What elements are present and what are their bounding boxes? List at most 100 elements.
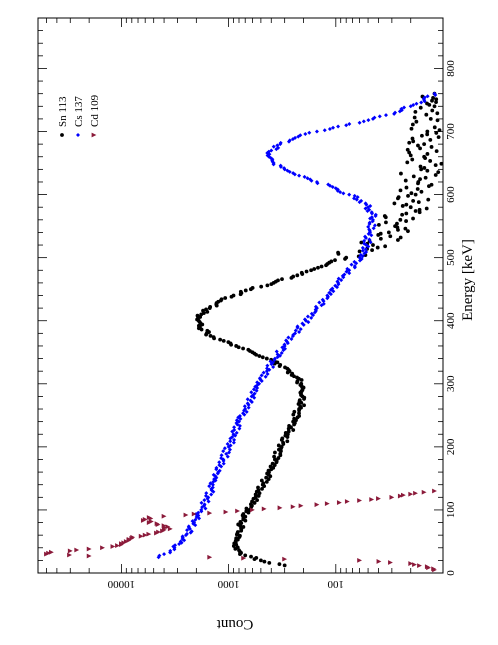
data-point (357, 249, 362, 254)
data-point (167, 526, 173, 532)
data-point (235, 531, 240, 536)
data-point (372, 223, 377, 228)
data-point (405, 160, 410, 165)
data-point (315, 181, 320, 186)
data-point (433, 92, 438, 97)
data-point (398, 188, 403, 193)
data-point (265, 283, 270, 288)
data-point (154, 530, 159, 536)
data-point (302, 174, 307, 179)
data-point (414, 101, 419, 106)
data-point (436, 170, 441, 175)
data-point (280, 345, 285, 350)
data-point (313, 304, 318, 309)
data-point (263, 374, 268, 379)
data-point (205, 328, 210, 333)
data-point (344, 123, 349, 128)
data-point (426, 565, 431, 571)
data-point (384, 220, 388, 225)
data-point (408, 561, 414, 566)
data-point (416, 181, 420, 186)
data-point (302, 403, 306, 408)
data-point (195, 313, 200, 318)
data-point (196, 510, 201, 515)
data-point (262, 559, 267, 564)
data-point (258, 558, 263, 563)
data-point (420, 133, 424, 138)
data-point (314, 502, 320, 508)
y-tick-label: 1000 (217, 578, 240, 590)
data-points (44, 91, 444, 573)
data-point (434, 131, 439, 135)
data-point (287, 138, 292, 143)
data-point (355, 195, 360, 200)
data-point (223, 296, 228, 300)
data-point (224, 451, 229, 456)
data-point (285, 168, 290, 173)
y-tick-labels: 10000 1000 100 (107, 578, 344, 590)
data-point (411, 174, 416, 179)
data-point (408, 153, 413, 158)
data-point (425, 129, 430, 134)
data-point (266, 149, 271, 154)
data-point (245, 401, 250, 406)
data-point (284, 338, 289, 343)
data-point (202, 502, 207, 507)
data-point (221, 339, 226, 343)
data-point (86, 553, 92, 559)
data-point (179, 540, 184, 545)
data-point (357, 120, 362, 125)
data-point (282, 556, 288, 562)
data-point (424, 206, 429, 211)
data-point (237, 549, 242, 554)
data-point (110, 544, 116, 549)
data-point (432, 488, 437, 494)
data-point (148, 516, 154, 521)
data-point (413, 490, 418, 496)
data-point (408, 491, 414, 497)
data-point (276, 456, 281, 460)
data-point (418, 164, 423, 169)
x-tick-label: 100 (445, 501, 457, 518)
data-point (363, 247, 368, 252)
data-point (298, 383, 303, 387)
data-point (302, 395, 307, 400)
data-point (363, 201, 368, 206)
data-point (418, 146, 422, 151)
data-point (321, 301, 326, 306)
data-point (376, 559, 382, 564)
data-point (199, 509, 204, 514)
data-point (344, 269, 349, 274)
data-point (234, 430, 239, 435)
data-point (289, 275, 294, 280)
series-2 (44, 488, 437, 573)
data-point (232, 437, 237, 442)
data-point (398, 235, 403, 240)
data-point (329, 259, 334, 264)
data-point (333, 258, 337, 263)
data-point (432, 104, 437, 109)
legend-marker (60, 133, 64, 137)
data-point (234, 421, 239, 426)
data-point (264, 475, 269, 480)
data-point (320, 297, 325, 302)
data-point (259, 373, 264, 378)
data-point (234, 418, 239, 423)
data-point (246, 405, 251, 410)
data-point (227, 447, 232, 452)
data-point (189, 529, 194, 534)
data-point (403, 178, 408, 183)
data-point (272, 454, 277, 459)
data-point (434, 149, 439, 154)
data-point (373, 212, 378, 217)
data-point (74, 547, 80, 553)
data-point (115, 543, 120, 548)
data-point (149, 519, 154, 524)
data-point (411, 216, 415, 221)
data-point (336, 276, 341, 281)
data-point (327, 290, 332, 295)
data-point (434, 100, 438, 104)
data-point (347, 121, 352, 126)
data-point (219, 297, 224, 302)
data-point (265, 371, 270, 376)
